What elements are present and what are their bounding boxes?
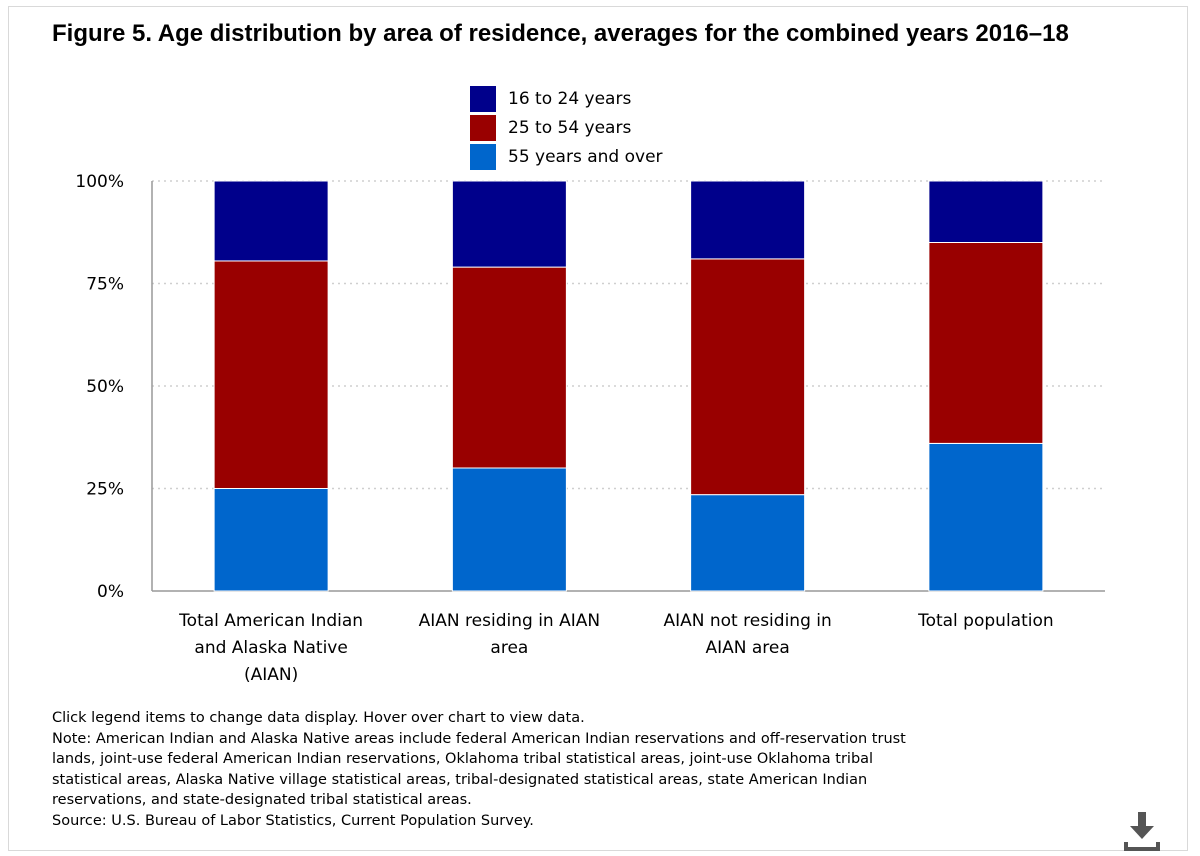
y-tick-label: 0%: [97, 582, 124, 602]
download-icon: [1124, 812, 1160, 851]
legend-label-25-54: 25 to 54 years: [508, 117, 632, 138]
x-category-label-line: AIAN area: [705, 638, 790, 658]
bar-segment-25-54-1[interactable]: [213, 260, 329, 490]
x-category-label-4: Total population: [866, 608, 1106, 635]
bar-segment-16-24-1[interactable]: [213, 180, 329, 262]
source-text: Source: U.S. Bureau of Labor Statistics,…: [52, 812, 534, 829]
x-category-label-3: AIAN not residing in AIAN area: [628, 608, 868, 662]
bar-segment-16-24-4[interactable]: [928, 180, 1044, 243]
x-category-label-1: Total American Indian and Alaska Native (A…: [151, 608, 391, 689]
legend-item-55-over[interactable]: 55 years and over: [470, 142, 663, 171]
x-category-label-line: area: [490, 638, 529, 658]
note-line-1: Note: American Indian and Alaska Native …: [52, 730, 906, 747]
x-category-label-line: Total American Indian: [179, 611, 364, 631]
x-category-label-line: and Alaska Native: [194, 638, 348, 658]
x-category-label-line: AIAN residing in AIAN: [418, 611, 601, 631]
legend-label-55-over: 55 years and over: [508, 146, 663, 167]
y-tick-label: 100%: [75, 172, 124, 192]
x-category-label-line: (AIAN): [243, 665, 299, 685]
y-tick-label: 75%: [86, 275, 124, 295]
bar-segment-25-54-2[interactable]: [451, 266, 567, 469]
chart-notes: Click legend items to change data displa…: [52, 708, 1092, 831]
legend-swatch-16-24: [470, 85, 496, 112]
y-tick-label: 25%: [86, 480, 124, 500]
y-tick-label: 50%: [86, 377, 124, 397]
legend-item-16-24[interactable]: 16 to 24 years: [470, 84, 663, 113]
note-line-3: statistical areas, Alaska Native village…: [52, 771, 868, 788]
legend-swatch-25-54: [470, 114, 496, 141]
note-line-2: lands, joint-use federal American Indian…: [52, 751, 874, 767]
bar-segment-55-over-1[interactable]: [213, 488, 329, 592]
bar-segment-25-54-3[interactable]: [690, 258, 806, 496]
bar-segment-55-over-2[interactable]: [451, 467, 567, 592]
bar-segment-16-24-2[interactable]: [451, 180, 567, 268]
instruction-text: Click legend items to change data displa…: [52, 710, 585, 726]
legend-label-16-24: 16 to 24 years: [508, 88, 632, 109]
legend: 16 to 24 years 25 to 54 years 55 years a…: [470, 84, 663, 171]
x-category-label-line: AIAN not residing in: [663, 611, 832, 631]
chart-frame: [8, 6, 1188, 851]
download-button[interactable]: [1120, 808, 1164, 852]
x-category-label-2: AIAN residing in AIAN area: [389, 608, 629, 662]
x-category-label-line: Total population: [918, 611, 1054, 631]
bar-segment-16-24-3[interactable]: [690, 180, 806, 260]
bar-segment-25-54-4[interactable]: [928, 242, 1044, 444]
legend-item-25-54[interactable]: 25 to 54 years: [470, 113, 663, 142]
legend-swatch-55-over: [470, 143, 496, 170]
note-line-4: reservations, and state-designated triba…: [52, 792, 472, 808]
bar-segment-55-over-3[interactable]: [690, 494, 806, 592]
bar-segment-55-over-4[interactable]: [928, 442, 1044, 592]
chart-title: Figure 5. Age distribution by area of re…: [52, 20, 1069, 47]
